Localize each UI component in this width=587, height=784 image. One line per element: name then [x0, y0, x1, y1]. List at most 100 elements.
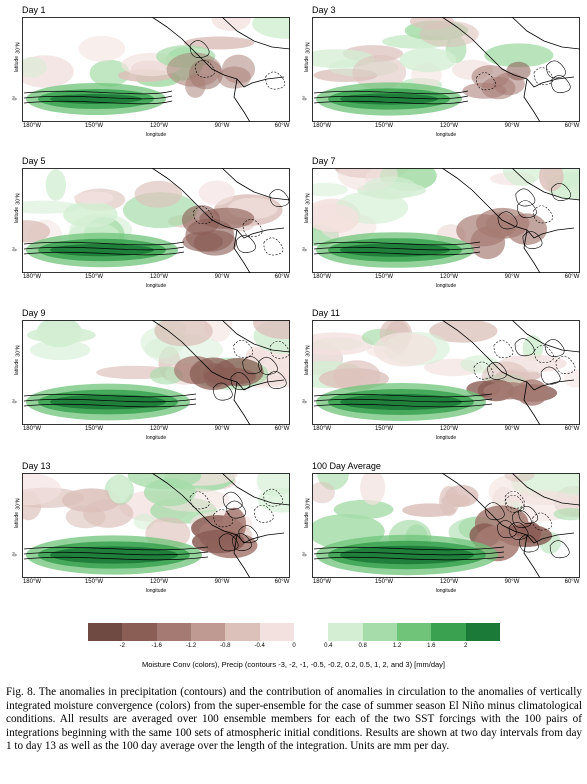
panel-title: Day 5	[22, 156, 46, 166]
x-tick-label: 120°W	[439, 579, 459, 585]
precip-contour	[23, 393, 197, 398]
anomaly-map	[312, 320, 580, 425]
map-plot: latitude 30°N 0°	[302, 320, 580, 425]
precip-contour	[269, 189, 290, 207]
x-axis-label: longitude	[145, 283, 167, 289]
precip-contour	[242, 356, 263, 375]
precip-contour	[265, 71, 286, 90]
colorbar-swatch	[259, 623, 294, 641]
x-tick-label: 60°W	[564, 123, 580, 129]
colorbar-swatch	[362, 623, 397, 641]
y-tick-label: 30°N	[15, 498, 22, 510]
precip-contour	[313, 246, 481, 251]
map-panel: Day 13 latitude 30°N 0° 180°W 150°W 120°W 90°W 6…	[12, 460, 290, 595]
anomaly-patch	[553, 508, 580, 521]
x-tick-label: 90°W	[504, 426, 520, 432]
y-tick-label: 30°N	[305, 498, 312, 510]
precip-contour	[497, 211, 518, 230]
colorbar	[88, 623, 500, 641]
map-plot: latitude 30°N 0°	[12, 473, 290, 578]
precip-contour	[253, 504, 274, 523]
anomaly-map	[22, 473, 290, 578]
anomaly-patch	[563, 369, 580, 388]
anomaly-patch	[399, 47, 457, 73]
colorbar-tick-label: 0	[292, 643, 296, 649]
coastline	[441, 473, 580, 578]
panel-title: Day 11	[312, 308, 340, 318]
precip-contour	[473, 361, 494, 380]
colorbar-tick-label: 0.4	[324, 643, 333, 649]
divergence-patch	[217, 66, 251, 89]
anomaly-patch	[27, 327, 96, 344]
colorbar-swatch	[328, 623, 363, 641]
precip-contour	[476, 72, 496, 91]
x-tick-label: 180°W	[22, 579, 42, 585]
colorbar-tick-label: 1.2	[392, 643, 402, 649]
x-axis-label: longitude	[435, 283, 457, 289]
precip-contour	[258, 356, 278, 375]
x-axis-label: longitude	[435, 435, 457, 441]
y-tick-label: 30°N	[305, 193, 312, 205]
x-tick-label: 120°W	[149, 274, 169, 280]
map-panel: Day 1 latitude 30°N 0° 180°W 150°W 120°W 90°W 60…	[12, 4, 290, 139]
map-plot: latitude 30°N 0°	[12, 320, 290, 425]
x-tick-label: 120°W	[439, 426, 459, 432]
x-tick-label: 180°W	[22, 274, 42, 280]
divergence-patch	[166, 52, 222, 87]
x-axis-label: longitude	[145, 132, 167, 138]
divergence-patch	[483, 382, 532, 400]
precip-contour	[23, 246, 185, 251]
anomaly-patch	[256, 473, 290, 497]
y-tick-label: 30°N	[15, 42, 22, 54]
precip-contour	[515, 188, 536, 207]
colorbar-tick-label: -1.6	[151, 643, 162, 649]
precip-contour	[313, 241, 481, 246]
precip-contour	[263, 237, 284, 256]
y-tick-label: 30°N	[15, 193, 22, 205]
coastline	[441, 17, 580, 122]
x-tick-label: 150°W	[374, 579, 394, 585]
precip-contour	[522, 231, 543, 249]
x-tick-label: 180°W	[312, 274, 332, 280]
precip-contour	[550, 75, 571, 93]
anomaly-patch	[108, 474, 131, 504]
x-tick-label: 90°W	[214, 426, 230, 432]
precip-contour	[514, 338, 535, 357]
convergence-band	[340, 243, 450, 257]
x-tick-label: 120°W	[439, 274, 459, 280]
precip-contour	[551, 183, 571, 201]
coastline	[441, 168, 580, 273]
y-tick-label: 0°	[302, 246, 309, 252]
precip-contour	[313, 398, 493, 403]
coastline	[151, 17, 290, 122]
map-panel: Day 3 latitude 30°N 0° 180°W 150°W 120°W 90°W 60…	[302, 4, 580, 139]
x-axis-ticks: 180°W 150°W 120°W 90°W 60°W	[22, 578, 290, 588]
x-tick-label: 150°W	[84, 123, 104, 129]
precip-contour	[544, 339, 565, 357]
anomaly-patch	[63, 201, 118, 228]
precip-contour	[546, 60, 566, 79]
colorbar-tick-label: -0.8	[220, 643, 231, 649]
y-tick-label: 0°	[12, 95, 19, 101]
precip-contour	[233, 340, 254, 358]
anomaly-map	[312, 168, 580, 273]
precip-contour	[313, 546, 505, 551]
anomaly-patch	[252, 17, 290, 39]
precip-contour	[230, 372, 251, 390]
x-axis-label: longitude	[435, 588, 457, 594]
precip-contour	[549, 540, 570, 559]
anomaly-patch	[373, 332, 437, 367]
map-plot: latitude 30°N 0°	[302, 168, 580, 273]
anomaly-patch	[211, 17, 251, 31]
precip-contour	[313, 551, 505, 556]
panel-title: 100 Day Average	[312, 461, 381, 471]
precip-contour	[518, 506, 539, 524]
precip-contour	[23, 100, 173, 105]
precip-contour	[313, 251, 481, 256]
x-tick-label: 60°W	[274, 579, 290, 585]
precip-contour	[504, 494, 525, 513]
anomaly-patch	[511, 492, 580, 505]
precip-contour	[266, 371, 287, 389]
plot-frame	[312, 17, 580, 122]
y-tick-label: 30°N	[305, 42, 312, 54]
